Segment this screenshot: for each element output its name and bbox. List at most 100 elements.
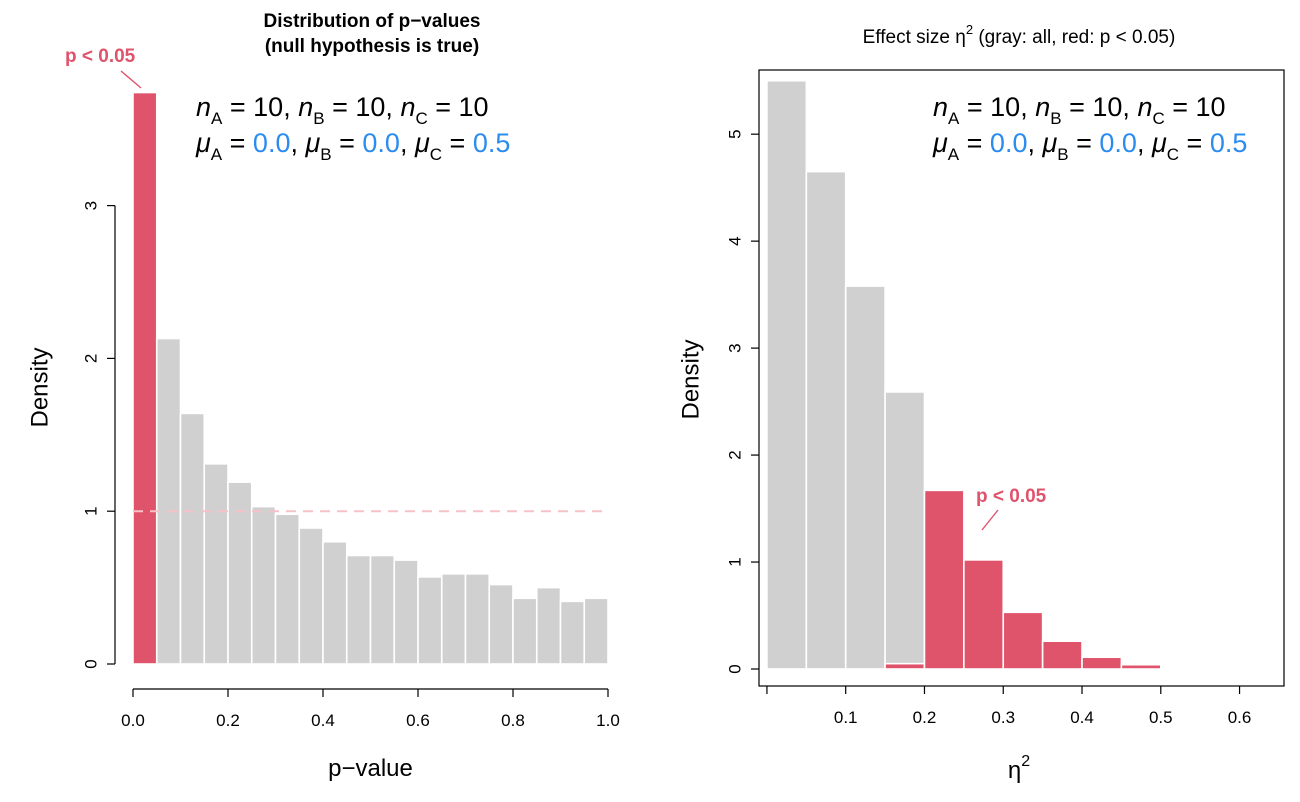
histogram-bar-gray	[227, 481, 253, 665]
mu-symbol: μ	[195, 128, 211, 158]
histogram-bar-gray	[203, 463, 229, 665]
y-tick-label: 2	[726, 450, 745, 459]
separator: ,	[1122, 92, 1137, 122]
histogram-bar-red	[1081, 656, 1123, 670]
mu-equals: =	[332, 128, 363, 158]
n-equals: =	[325, 92, 356, 122]
separator: ,	[1137, 128, 1152, 158]
mu-value: 0.5	[1210, 128, 1248, 158]
mu-equals: =	[1179, 128, 1210, 158]
n-subscript: C	[415, 109, 427, 128]
mean-params: μA = 0.0, μB = 0.0, μC = 0.5	[932, 128, 1247, 164]
x-tick-label: 0.1	[834, 708, 858, 727]
n-symbol: n	[1137, 92, 1152, 122]
histogram-bar-gray	[179, 412, 206, 665]
mu-subscript: A	[211, 145, 223, 164]
y-tick-label: 1	[726, 557, 745, 566]
histogram-bar-gray	[844, 285, 886, 670]
histogram-bar-gray	[488, 583, 514, 665]
y-axis-label: Density	[678, 339, 705, 419]
mu-symbol: μ	[304, 128, 320, 158]
sample-size-params: nA = 10, nB = 10, nC = 10	[196, 92, 489, 128]
histogram-bar-gray	[322, 540, 348, 665]
histogram-bar-gray	[369, 554, 396, 665]
mu-symbol: μ	[1041, 128, 1057, 158]
mu-value: 0.0	[1099, 128, 1137, 158]
separator: ,	[290, 128, 305, 158]
x-tick-label: 1.0	[596, 711, 620, 730]
chart-title-line: Distribution of p−values	[264, 11, 481, 32]
separator: ,	[1027, 128, 1042, 158]
n-value: 10	[459, 92, 489, 122]
sample-size-params: nA = 10, nB = 10, nC = 10	[933, 92, 1226, 128]
y-axis-label: Density	[27, 347, 54, 427]
annotation-pointer	[120, 70, 142, 89]
plot-box	[758, 69, 1285, 687]
separator: ,	[283, 92, 298, 122]
histogram-bar-red	[1002, 611, 1044, 670]
chart-title-text: Effect size η	[863, 27, 966, 48]
n-value: 10	[990, 92, 1020, 122]
histogram-bar-gray	[274, 513, 301, 665]
x-axis-label-text: η	[1008, 757, 1021, 784]
x-tick-label: 0.4	[311, 711, 335, 730]
mu-equals: =	[1069, 128, 1100, 158]
x-tick-label: 0.6	[1228, 708, 1252, 727]
x-axis-label-superscript: 2	[1021, 753, 1030, 770]
histogram-bar-gray	[535, 586, 562, 665]
histogram-bar-gray	[766, 79, 808, 670]
x-tick-label: 0.4	[1070, 708, 1094, 727]
n-symbol: n	[933, 92, 948, 122]
histogram-bar-gray	[440, 573, 467, 665]
n-equals: =	[1165, 92, 1196, 122]
mu-equals: =	[222, 128, 253, 158]
x-tick-label: 0.6	[406, 711, 430, 730]
n-subscript: C	[1152, 109, 1164, 128]
chart-title: Effect size η2 (gray: all, red: p < 0.05…	[863, 22, 1176, 48]
y-tick-label: 0	[726, 664, 745, 673]
histogram-bar-red	[1041, 640, 1083, 670]
mu-value: 0.0	[990, 128, 1028, 158]
mu-symbol: μ	[414, 128, 430, 158]
mu-symbol: μ	[1151, 128, 1167, 158]
x-tick-label: 0.0	[121, 711, 145, 730]
x-axis-label: p−value	[328, 755, 413, 782]
histogram-bar-gray	[393, 559, 419, 665]
mu-subscript: B	[320, 145, 331, 164]
y-tick-label: 3	[82, 201, 101, 210]
mu-subscript: C	[430, 145, 442, 164]
separator: ,	[400, 128, 415, 158]
y-tick-label: 1	[82, 506, 101, 515]
histogram-bar-gray	[559, 600, 586, 665]
n-subscript: A	[211, 109, 223, 128]
x-tick-label: 0.8	[501, 711, 525, 730]
x-tick-label: 0.2	[216, 711, 240, 730]
mu-value: 0.5	[473, 128, 511, 158]
n-subscript: B	[313, 109, 324, 128]
histogram-bar-gray	[583, 597, 609, 665]
y-tick-label: 0	[82, 659, 101, 668]
n-symbol: n	[400, 92, 415, 122]
n-value: 10	[1196, 92, 1226, 122]
x-tick-label: 0.2	[913, 708, 937, 727]
n-value: 10	[1092, 92, 1122, 122]
x-axis-label-text: p−value	[328, 755, 413, 782]
histogram-bar-red	[1238, 667, 1280, 671]
y-tick-label: 3	[726, 343, 745, 352]
n-equals: =	[428, 92, 459, 122]
annotation-label: p < 0.05	[976, 486, 1047, 507]
x-tick-label: 0.5	[1149, 708, 1173, 727]
mu-symbol: μ	[932, 128, 948, 158]
n-symbol: n	[196, 92, 211, 122]
x-tick-label: 0.3	[991, 708, 1015, 727]
n-equals: =	[222, 92, 253, 122]
n-symbol: n	[298, 92, 313, 122]
histogram-bar-red	[132, 91, 158, 665]
separator: ,	[1020, 92, 1035, 122]
y-tick-label: 5	[726, 129, 745, 138]
annotation-label: p < 0.05	[65, 46, 136, 67]
histogram-bar-red	[1120, 663, 1162, 670]
mu-equals: =	[959, 128, 990, 158]
